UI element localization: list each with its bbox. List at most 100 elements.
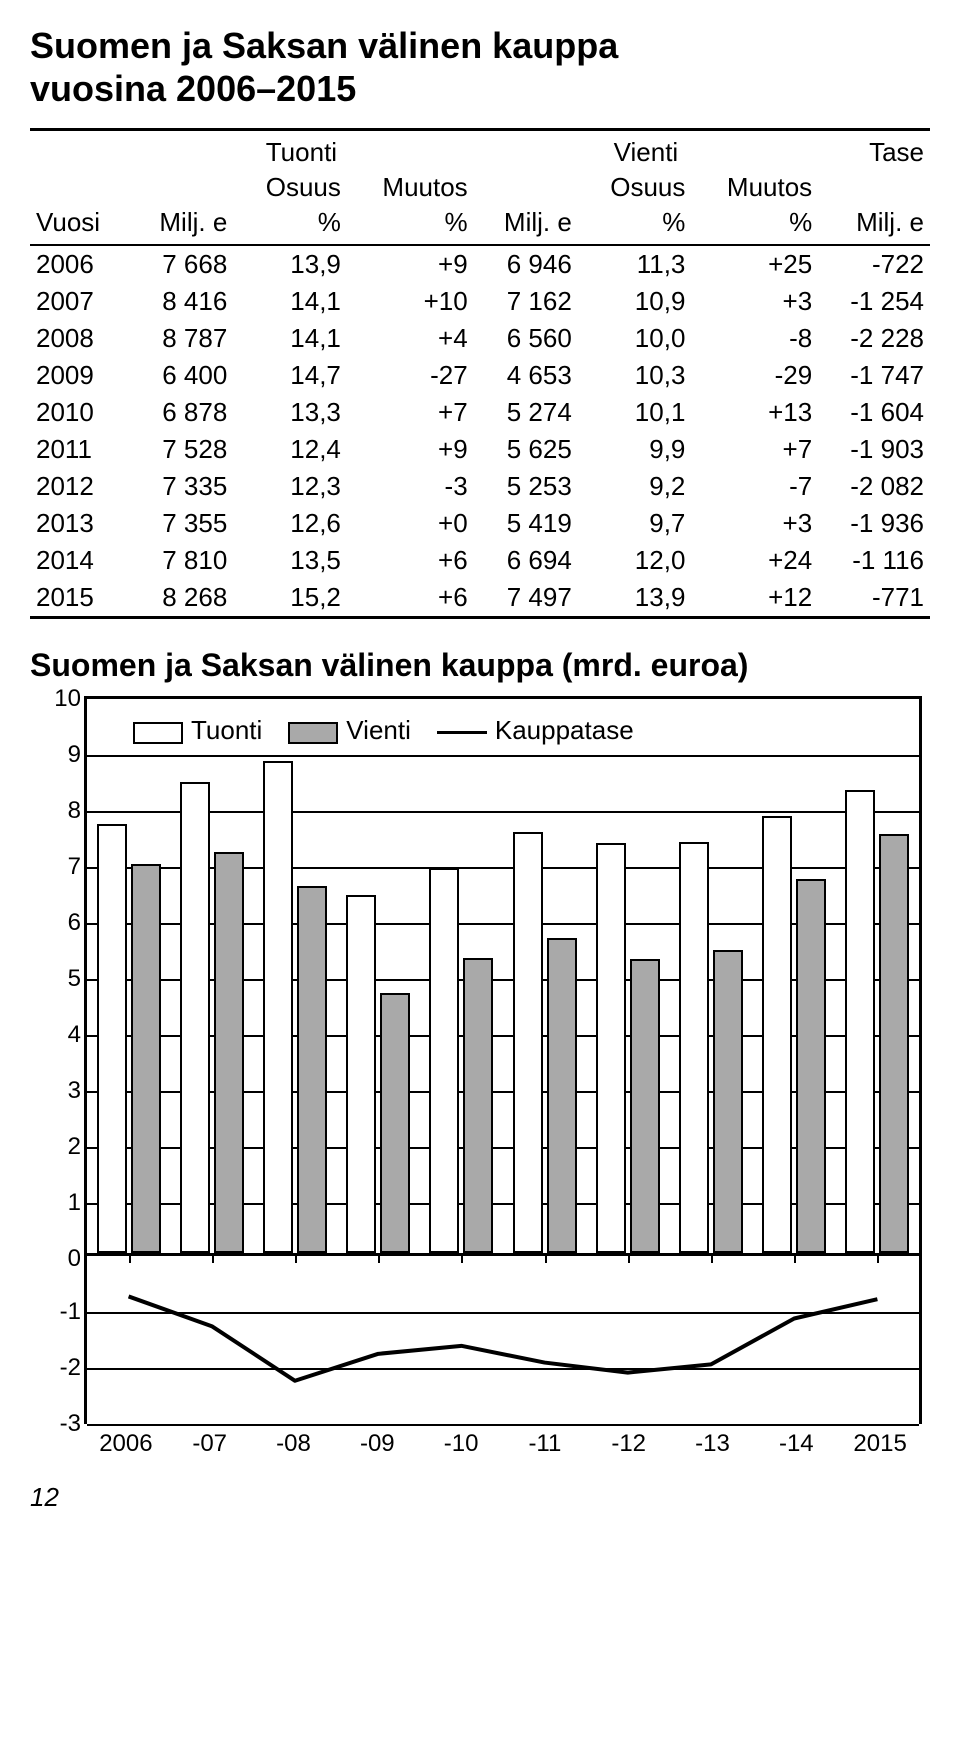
th-muutos2: Muutos [691,170,818,205]
cell: -27 [347,357,474,394]
cell: +6 [347,542,474,579]
bar-tuonti [180,782,210,1253]
bar-tuonti [596,843,626,1254]
cell: 7 668 [129,245,233,283]
cell: -2 082 [818,468,930,505]
th-milj3: Milj. e [818,205,930,245]
cell: 10,9 [578,283,692,320]
cell: 6 946 [474,245,578,283]
th-pct1: % [233,205,347,245]
x-tick-label: -08 [276,1430,311,1458]
y-tick-label: 6 [37,909,81,937]
cell: 2011 [30,431,129,468]
cell: 15,2 [233,579,347,616]
table-row: 20137 35512,6+05 4199,7+3-1 936 [30,505,930,542]
cell: -2 228 [818,320,930,357]
cell: +4 [347,320,474,357]
cell: 2012 [30,468,129,505]
th-osuus1: Osuus [233,170,347,205]
bar-tuonti [762,816,792,1253]
x-tick-label: -14 [779,1430,814,1458]
table-row: 20067 66813,9+96 94611,3+25-722 [30,245,930,283]
cell: 5 625 [474,431,578,468]
cell: 4 653 [474,357,578,394]
y-tick-label: 4 [37,1021,81,1049]
x-tick-label: -10 [444,1430,479,1458]
cell: 12,0 [578,542,692,579]
cell: 13,3 [233,394,347,431]
x-axis-labels: 2006-07-08-09-10-11-12-13-142015 [84,1430,922,1464]
y-tick-label: -1 [37,1298,81,1326]
cell: -8 [691,320,818,357]
table-row: 20078 41614,1+107 16210,9+3-1 254 [30,283,930,320]
cell: -1 903 [818,431,930,468]
page-number: 12 [30,1482,930,1513]
cell: +10 [347,283,474,320]
cell: 12,3 [233,468,347,505]
table-row: 20088 78714,1+46 56010,0-8-2 228 [30,320,930,357]
x-tick-label: -07 [192,1430,227,1458]
th-tuonti: Tuonti [129,131,474,170]
bar-vienti [131,864,161,1253]
bar-tuonti [263,761,293,1253]
y-tick-label: -3 [37,1410,81,1438]
cell: 5 274 [474,394,578,431]
cell: 9,2 [578,468,692,505]
bar-vienti [214,852,244,1253]
table-row: 20096 40014,7-274 65310,3-29-1 747 [30,357,930,394]
cell: 10,1 [578,394,692,431]
cell: 14,7 [233,357,347,394]
table-row: 20117 52812,4+95 6259,9+7-1 903 [30,431,930,468]
cell: 8 416 [129,283,233,320]
cell: 14,1 [233,283,347,320]
th-muutos1: Muutos [347,170,474,205]
bar-vienti [547,938,577,1253]
bar-tuonti [429,868,459,1253]
table-row: 20127 33512,3-35 2539,2-7-2 082 [30,468,930,505]
cell: 7 497 [474,579,578,616]
cell: +6 [347,579,474,616]
cell: -1 116 [818,542,930,579]
cell: +9 [347,245,474,283]
cell: -771 [818,579,930,616]
bar-tuonti [845,790,875,1253]
table-row: 20106 87813,3+75 27410,1+13-1 604 [30,394,930,431]
cell: 2014 [30,542,129,579]
cell: -722 [818,245,930,283]
cell: -7 [691,468,818,505]
y-tick-label: 7 [37,853,81,881]
y-tick-label: 1 [37,1189,81,1217]
page-title: Suomen ja Saksan välinen kauppa vuosina … [30,24,930,110]
cell: 7 810 [129,542,233,579]
cell: 10,0 [578,320,692,357]
cell: +9 [347,431,474,468]
cell: 5 253 [474,468,578,505]
bar-vienti [796,879,826,1254]
cell: -1 747 [818,357,930,394]
x-tick-label: 2006 [99,1430,152,1458]
cell: +24 [691,542,818,579]
bar-vienti [380,993,410,1254]
th-tase: Tase [818,131,930,170]
cell: +3 [691,283,818,320]
cell: 13,9 [578,579,692,616]
bar-tuonti [97,824,127,1253]
cell: 2006 [30,245,129,283]
cell: 11,3 [578,245,692,283]
th-osuus2: Osuus [578,170,692,205]
cell: +13 [691,394,818,431]
cell: 7 528 [129,431,233,468]
y-tick-label: 8 [37,797,81,825]
x-tick-label: -09 [360,1430,395,1458]
y-tick-label: 10 [37,685,81,713]
table-row: 20147 81013,5+66 69412,0+24-1 116 [30,542,930,579]
y-tick-label: 5 [37,965,81,993]
cell: 6 878 [129,394,233,431]
cell: 2010 [30,394,129,431]
cell: +25 [691,245,818,283]
cell: -1 604 [818,394,930,431]
th-milj1: Milj. e [129,205,233,245]
cell: 2015 [30,579,129,616]
cell: 14,1 [233,320,347,357]
bar-tuonti [513,832,543,1254]
